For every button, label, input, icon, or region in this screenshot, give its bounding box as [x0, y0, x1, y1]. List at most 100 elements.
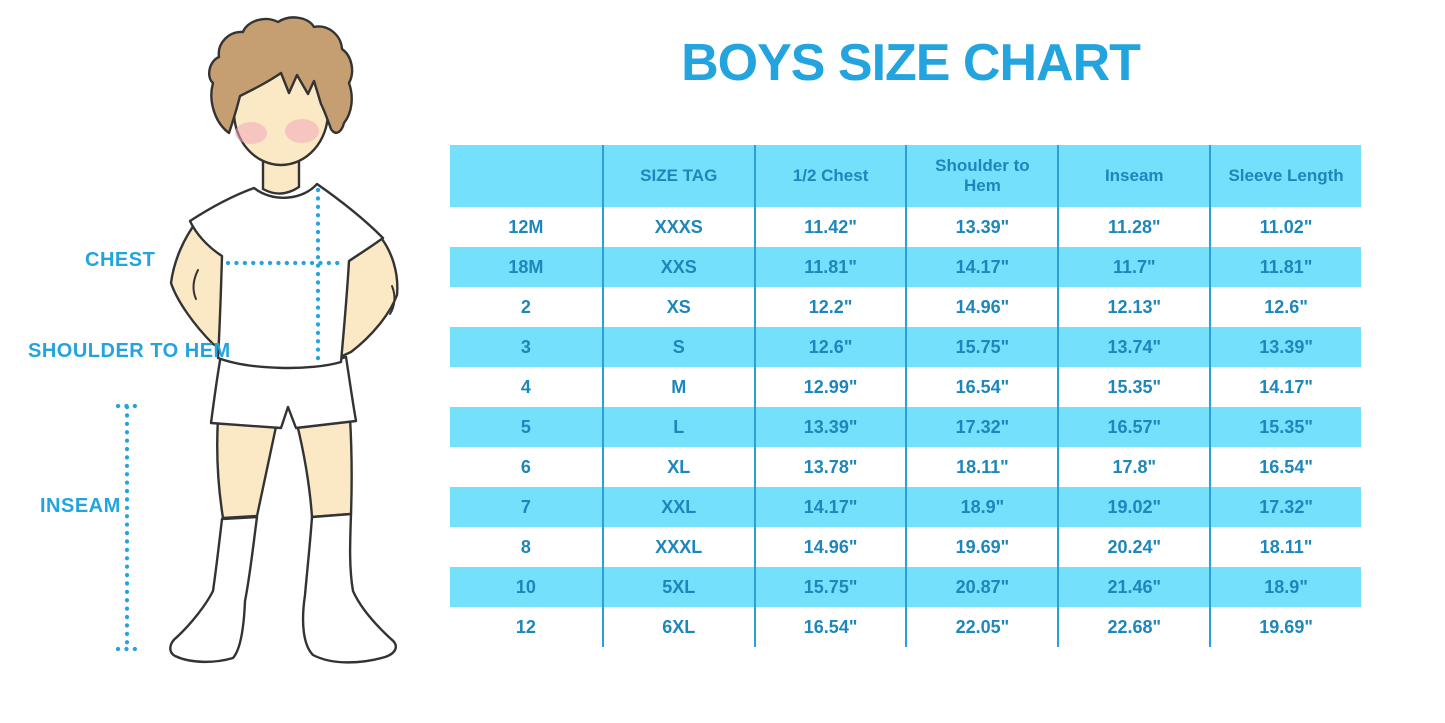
table-cell: 21.46": [1057, 567, 1209, 607]
cell-text: XXS: [660, 256, 697, 277]
table-cell: 12.6": [753, 327, 906, 367]
cell-text: S: [672, 336, 685, 357]
cell-text: 12.2": [808, 296, 853, 317]
hair: [207, 16, 354, 135]
right-thigh: [295, 416, 353, 519]
cell-text: 15.75": [803, 576, 858, 597]
column-header-text: Sleeve Length: [1228, 166, 1344, 186]
cell-text: 11.28": [1107, 216, 1161, 237]
table-cell: 12.13": [1057, 287, 1209, 327]
blush-left: [235, 122, 267, 144]
cell-text: 14.17": [803, 496, 858, 517]
table-cell: 6XL: [601, 607, 754, 647]
table-cell: 15.75": [905, 327, 1057, 367]
table-cell: 8: [450, 527, 602, 567]
table-cell: 11.7": [1057, 247, 1209, 287]
table-row: 4 M 12.99" 16.54" 15.35" 14.17": [450, 367, 1361, 407]
cell-text: 6: [520, 456, 531, 477]
table-row: 10 5XL 15.75" 20.87" 21.46" 18.9": [450, 567, 1361, 607]
table-cell: 11.28": [1057, 207, 1209, 247]
cell-text: 5: [520, 416, 531, 437]
cell-text: 20.87": [955, 576, 1010, 597]
table-cell: 16.57": [1057, 407, 1209, 447]
table-cell: 12.2": [753, 287, 906, 327]
cell-text: 18.9": [1264, 576, 1308, 597]
cell-text: 2: [520, 296, 531, 317]
table-cell: XXS: [601, 247, 754, 287]
column-header-cell: Inseam: [1057, 145, 1209, 207]
cell-text: 11.81": [804, 256, 857, 277]
cell-text: 22.05": [955, 616, 1010, 637]
cell-text: 8: [520, 536, 531, 557]
blush-right: [285, 119, 319, 143]
table-cell: 4: [450, 367, 602, 407]
left-elbow-crease: [192, 269, 199, 300]
table-cell: 15.35": [1057, 367, 1209, 407]
cell-text: 14.96": [803, 536, 858, 557]
cell-text: 19.02": [1107, 496, 1162, 517]
cell-text: 14.17": [1259, 376, 1313, 397]
table-cell: 13.74": [1057, 327, 1209, 367]
table-cell: 13.39": [905, 207, 1057, 247]
measurement-figure: CHEST SHOULDER TO HEM INSEAM: [0, 0, 450, 723]
table-cell: 20.24": [1057, 527, 1209, 567]
cell-text: 5XL: [662, 576, 696, 597]
table-row: 12M XXXS 11.42" 13.39" 11.28" 11.02": [450, 207, 1361, 247]
table-cell: 16.54": [753, 607, 906, 647]
column-header-cell: 1/2 Chest: [753, 145, 906, 207]
table-cell: 11.81": [1209, 247, 1361, 287]
table-cell: XXXS: [601, 207, 754, 247]
cell-text: 13.39": [955, 216, 1010, 237]
table-cell: 14.96": [905, 287, 1057, 327]
table-cell: 3: [450, 327, 602, 367]
cell-text: 22.68": [1107, 616, 1162, 637]
cell-text: 11.7": [1112, 256, 1156, 277]
table-cell: 14.17": [905, 247, 1057, 287]
table-cell: 17.8": [1057, 447, 1209, 487]
shoulder-to-hem-label: SHOULDER TO HEM: [28, 340, 231, 362]
cell-text: 11.02": [1259, 216, 1313, 237]
table-cell: 11.81": [753, 247, 906, 287]
column-header-text: Shoulder to Hem: [935, 156, 1030, 195]
column-header-text: Inseam: [1104, 166, 1164, 186]
chest-label: CHEST: [85, 249, 156, 271]
table-cell: 13.39": [753, 407, 906, 447]
cell-text: 15.35": [1259, 416, 1313, 437]
cell-text: 11.42": [804, 216, 857, 237]
cell-text: 17.32": [1259, 496, 1313, 517]
cell-text: 13.39": [1259, 336, 1313, 357]
table-cell: 7: [450, 487, 602, 527]
left-sock: [169, 515, 259, 664]
cell-text: 6XL: [662, 616, 696, 637]
boy-illustration: [115, 16, 399, 664]
cell-text: 18M: [508, 256, 544, 277]
column-header-text: 1/2 Chest: [792, 166, 869, 186]
table-cell: 12M: [450, 207, 602, 247]
cell-text: 12.6": [808, 336, 853, 357]
table-cell: 12.99": [753, 367, 906, 407]
cell-text: XL: [667, 456, 691, 477]
inseam-label: INSEAM: [40, 495, 121, 517]
column-header-cell: SIZE TAG: [601, 145, 754, 207]
cell-text: 21.46": [1107, 576, 1162, 597]
left-arm: [169, 219, 232, 355]
table-row: 7 XXL 14.17" 18.9" 19.02" 17.32": [450, 487, 1361, 527]
table-cell: 18.9": [1209, 567, 1361, 607]
cell-text: XXL: [661, 496, 697, 517]
cell-text: 11.81": [1259, 256, 1313, 277]
column-header-cell: Sleeve Length: [1209, 145, 1361, 207]
table-cell: S: [601, 327, 754, 367]
cell-text: XS: [666, 296, 691, 317]
table-row: 6 XL 13.78" 18.11" 17.8" 16.54": [450, 447, 1361, 487]
cell-text: 20.24": [1107, 536, 1162, 557]
cell-text: 12.13": [1107, 296, 1162, 317]
page-title: BOYS SIZE CHART: [681, 34, 1141, 92]
table-cell: 19.02": [1057, 487, 1209, 527]
table-cell: 11.02": [1209, 207, 1361, 247]
cell-text: 16.54": [1259, 456, 1313, 477]
cell-text: 12: [515, 616, 536, 637]
t-shirt: [188, 182, 385, 370]
table-cell: 12.6": [1209, 287, 1361, 327]
table-cell: XS: [601, 287, 754, 327]
table-cell: 20.87": [905, 567, 1057, 607]
